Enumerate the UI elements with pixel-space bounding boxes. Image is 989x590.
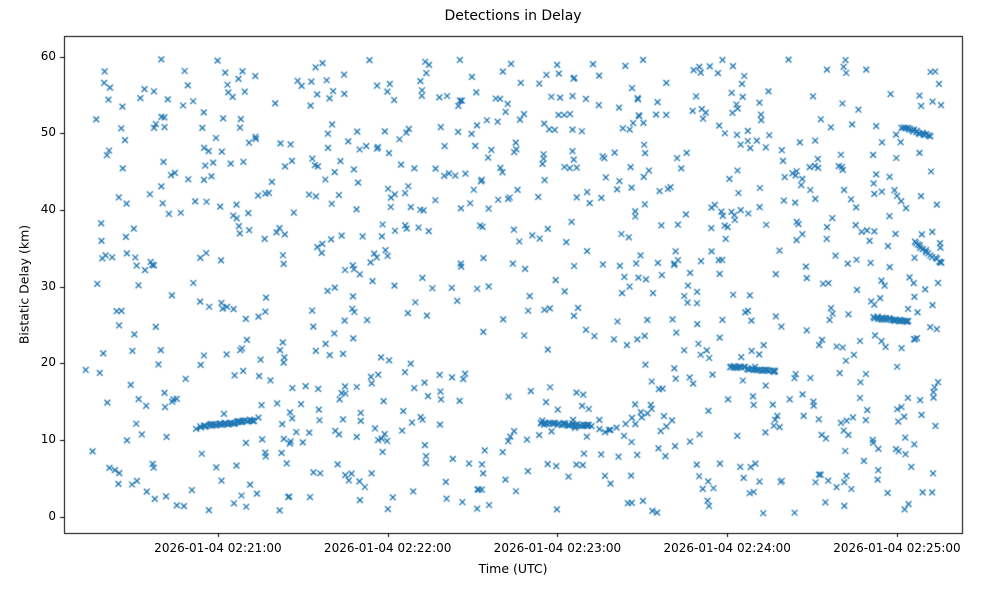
y-tick-label: 20 xyxy=(40,355,56,370)
y-tick-label: 30 xyxy=(40,278,56,293)
x-tick-label: 2026-01-04 02:25:00 xyxy=(833,541,961,555)
x-tick-label: 2026-01-04 02:23:00 xyxy=(493,541,622,555)
y-tick-label: 10 xyxy=(40,432,56,447)
y-tick-label: 0 xyxy=(48,508,56,523)
x-tick-label: 2026-01-04 02:21:00 xyxy=(154,541,282,555)
x-tick-label: 2026-01-04 02:24:00 xyxy=(663,541,791,555)
chart-title: Detections in Delay xyxy=(444,8,582,24)
y-tick-label: 50 xyxy=(40,125,56,140)
x-tick-label: 2026-01-04 02:22:00 xyxy=(323,541,452,555)
y-tick-label: 40 xyxy=(40,202,56,217)
y-tick-label: 60 xyxy=(40,48,56,63)
x-axis-label: Time (UTC) xyxy=(478,561,548,576)
